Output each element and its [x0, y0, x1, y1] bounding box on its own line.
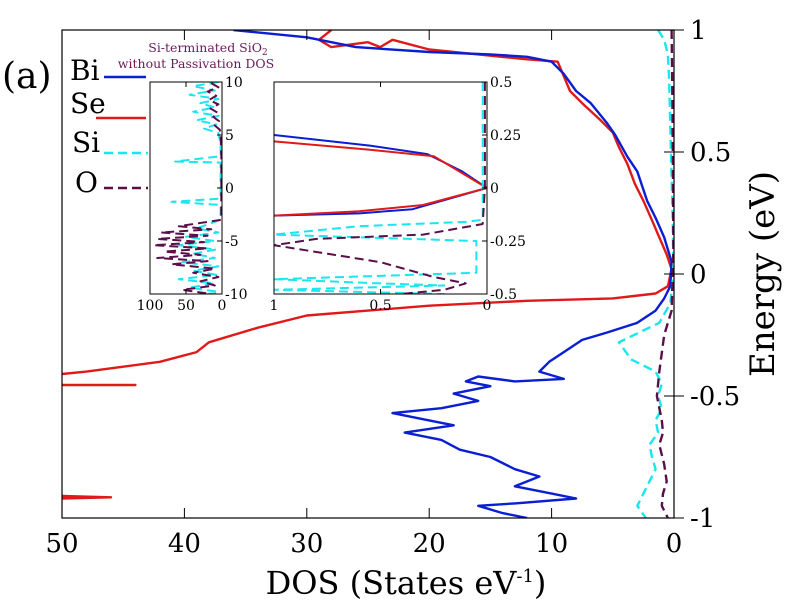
inset-left-ytick-label: -5	[225, 234, 239, 250]
inset-right-xtick-label: 1	[270, 298, 279, 314]
inset-right-ytick-label: 0.5	[490, 75, 512, 91]
inset-right-ytick-label: 0.25	[490, 128, 521, 144]
inset-left-series-group	[152, 82, 222, 294]
main-xtick-label: 30	[290, 529, 323, 559]
main-ytick-label: -1	[690, 504, 715, 534]
inset-left-ytick-label: 5	[225, 128, 234, 144]
inset-right-series-o	[274, 82, 486, 294]
main-ticks: 50 40 30 20 10 0-1-0.500.51	[45, 16, 740, 559]
main-ytick-label: 0.5	[690, 138, 731, 168]
inset-right-ytick-label: 0	[490, 181, 499, 197]
main-xtick-label: 20	[413, 529, 446, 559]
inset-right-series-group	[274, 82, 487, 294]
main-xtick-label: 40	[168, 529, 201, 559]
panel-label: (a)	[2, 56, 52, 97]
main-series-group	[62, 30, 674, 518]
inset-left-ytick-label: 0	[225, 181, 234, 197]
main-series-se-spike-2	[62, 494, 113, 500]
caption-line-2: without Passivation DOS	[118, 56, 274, 71]
x-axis-title: DOS (States eV-1)	[266, 564, 547, 602]
inset-left-series-o	[152, 82, 222, 294]
caption-line-1: Si-terminated SiO2	[148, 40, 267, 58]
y-axis-title: Energy (eV)	[743, 171, 783, 377]
legend-label-se: Se	[70, 87, 106, 120]
inset-right-xtick-label: 0	[483, 298, 492, 314]
legend-label-o: O	[75, 166, 98, 199]
main-xtick-label: 0	[666, 529, 683, 559]
legend-label-bi: Bi	[70, 54, 100, 87]
main-ytick-label: 1	[690, 16, 707, 46]
inset-right-ytick-label: -0.5	[490, 287, 517, 303]
main-plot: 50 40 30 20 10 0-1-0.500.51 DOS (States eV-1)…	[45, 16, 783, 602]
inset-left-series-si	[170, 82, 222, 294]
main-ytick-label: 0	[690, 260, 707, 290]
inset-right-series-si	[274, 82, 484, 294]
inset-left-ytick-label: -10	[225, 287, 248, 303]
main-ytick-label: -0.5	[690, 382, 740, 412]
inset-left-ytick-label: 10	[225, 75, 243, 91]
main-series-bi	[233, 30, 673, 518]
inset-right-xtick-label: 0.5	[369, 298, 391, 314]
legend-label-si: Si	[72, 126, 100, 159]
inset-right-series-se	[274, 140, 487, 217]
inset-left-xtick-label: 50	[177, 298, 195, 314]
inset-right-background	[274, 82, 487, 294]
main-xtick-label: 10	[535, 529, 568, 559]
main-xtick-label: 50	[45, 529, 78, 559]
main-series-si	[617, 30, 674, 518]
main-series-se	[62, 30, 673, 376]
inset-left-xtick-label: 100	[137, 298, 164, 314]
inset-right-ytick-label: -0.25	[490, 234, 526, 250]
main-series-o	[655, 30, 674, 518]
inset-left-xtick-label: 0	[218, 298, 227, 314]
